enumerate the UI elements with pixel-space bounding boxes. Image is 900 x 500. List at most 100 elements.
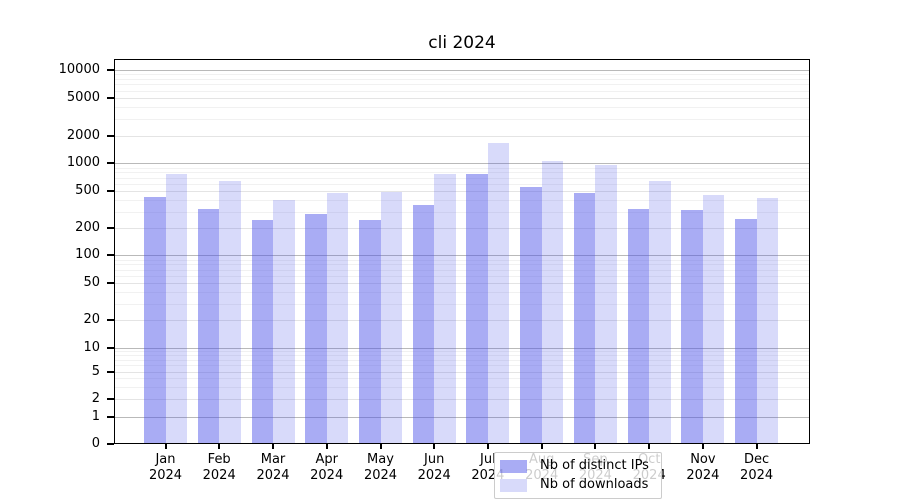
- bar-distinct-ips-apr-2024[interactable]: [305, 213, 327, 444]
- y-tick-mark-1: [107, 415, 114, 418]
- gridline-10000: [114, 70, 810, 71]
- legend-swatch-downloads: [500, 478, 527, 492]
- chart-title: cli 2024: [428, 33, 496, 53]
- y-tick-label-20: 20: [83, 312, 100, 328]
- x-tick-label-line: 2024: [417, 468, 451, 483]
- bar-downloads-apr-2024[interactable]: [326, 192, 349, 444]
- gridline-minor-30: [114, 303, 810, 305]
- gridline-minor-800: [114, 172, 810, 174]
- gridline-minor-3000: [114, 119, 810, 120]
- x-tick-label-line: 2024: [148, 468, 183, 483]
- y-tick-label-5: 5: [91, 363, 100, 379]
- gridline-2000: [114, 135, 810, 137]
- x-tick-label-line: Mar: [260, 452, 286, 467]
- bar-distinct-ips-nov-2024[interactable]: [681, 210, 703, 444]
- y-tick-mark-10000: [107, 69, 114, 71]
- gridline-2: [114, 399, 810, 401]
- gridline-10: [114, 347, 810, 349]
- x-tick-label-dec-2024: Dec 2024: [725, 452, 789, 484]
- gridline-minor-6000: [114, 90, 810, 92]
- y-tick-label-10: 10: [83, 339, 100, 355]
- gridline-minor-8: [114, 355, 810, 357]
- bar-distinct-ips-oct-2024[interactable]: [627, 208, 650, 444]
- bar-downloads-jun-2024[interactable]: [434, 174, 456, 444]
- x-tick-label-line: Dec: [744, 452, 770, 467]
- bar-distinct-ips-feb-2024[interactable]: [197, 208, 220, 444]
- y-tick-label-2: 2: [91, 391, 100, 407]
- x-tick-mark-mar-2024: [272, 444, 274, 449]
- x-tick-label-line: 2024: [256, 468, 290, 483]
- bar-downloads-jan-2024[interactable]: [165, 173, 187, 444]
- x-tick-label-line: Jan: [155, 452, 176, 467]
- bar-distinct-ips-sep-2024[interactable]: [573, 192, 596, 444]
- bar-downloads-aug-2024[interactable]: [541, 161, 564, 444]
- x-tick-mark-sep-2024: [594, 444, 597, 449]
- x-tick-label-line: 2024: [363, 468, 398, 483]
- bar-downloads-nov-2024[interactable]: [702, 194, 725, 444]
- bar-distinct-ips-dec-2024[interactable]: [735, 218, 757, 444]
- bar-downloads-may-2024[interactable]: [380, 191, 402, 444]
- gridline-100: [114, 255, 810, 257]
- y-tick-mark-20: [107, 319, 114, 322]
- gridline-minor-6: [114, 365, 810, 367]
- gridline-minor-40: [114, 292, 810, 294]
- bar-distinct-ips-aug-2024[interactable]: [520, 187, 542, 444]
- y-tick-label-1000: 1000: [66, 155, 100, 171]
- bar-distinct-ips-may-2024[interactable]: [359, 220, 381, 444]
- x-tick-mark-jan-2024: [164, 444, 167, 449]
- y-tick-label-500: 500: [75, 183, 100, 199]
- y-tick-label-1: 1: [91, 408, 100, 424]
- x-tick-label-line: May: [367, 452, 394, 467]
- legend-item-downloads[interactable]: Nb of downloads: [500, 477, 649, 493]
- gridline-minor-70: [114, 269, 810, 271]
- gridline-minor-4000: [114, 107, 810, 109]
- y-tick-label-10000: 10000: [58, 62, 100, 77]
- bar-downloads-sep-2024[interactable]: [595, 164, 617, 444]
- gridline-minor-400: [114, 200, 810, 202]
- legend-label-downloads: Nb of downloads: [540, 477, 649, 492]
- gridline-minor-700: [114, 177, 810, 179]
- y-tick-label-100: 100: [75, 247, 100, 263]
- bar-distinct-ips-jan-2024[interactable]: [144, 196, 166, 444]
- x-tick-mark-nov-2024: [701, 444, 704, 449]
- legend-label-distinct-ips: Nb of distinct IPs: [540, 458, 649, 473]
- gridline-minor-80: [114, 264, 810, 266]
- x-tick-label-mar-2024: Mar 2024: [241, 452, 305, 484]
- x-tick-label-jan-2024: Jan 2024: [134, 452, 198, 484]
- gridline-minor-4: [114, 378, 810, 380]
- bar-distinct-ips-jun-2024[interactable]: [412, 204, 435, 444]
- gridline-500: [114, 191, 810, 193]
- y-tick-mark-200: [107, 226, 114, 229]
- bar-downloads-mar-2024[interactable]: [273, 200, 295, 444]
- bar-downloads-jul-2024[interactable]: [487, 143, 510, 444]
- y-tick-label-5000: 5000: [66, 90, 100, 105]
- x-tick-mark-jul-2024: [486, 444, 489, 449]
- x-tick-label-line: Apr: [315, 452, 338, 467]
- gridline-5: [114, 371, 810, 373]
- gridline-minor-9000: [114, 74, 810, 76]
- gridline-minor-600: [114, 183, 810, 185]
- y-tick-mark-100: [107, 254, 114, 257]
- y-tick-mark-5000: [107, 97, 114, 99]
- bar-downloads-feb-2024[interactable]: [219, 181, 241, 444]
- x-tick-label-feb-2024: Feb 2024: [187, 452, 251, 484]
- x-tick-mark-apr-2024: [325, 444, 328, 449]
- bar-distinct-ips-mar-2024[interactable]: [251, 220, 273, 444]
- y-tick-mark-2000: [107, 134, 114, 137]
- y-tick-label-0: 0: [91, 436, 100, 451]
- gridline-minor-90: [114, 259, 810, 261]
- y-tick-label-200: 200: [75, 219, 100, 235]
- bar-distinct-ips-jul-2024[interactable]: [466, 174, 488, 444]
- x-tick-label-apr-2024: Apr 2024: [295, 452, 359, 484]
- x-tick-label-may-2024: May 2024: [349, 452, 413, 484]
- y-tick-mark-500: [107, 190, 114, 193]
- bar-downloads-dec-2024[interactable]: [756, 198, 779, 444]
- x-tick-label-line: Jun: [424, 452, 445, 467]
- x-tick-label-line: Nov: [690, 452, 716, 467]
- x-tick-mark-aug-2024: [540, 444, 543, 449]
- legend-swatch-distinct-ips: [500, 459, 527, 473]
- x-tick-label-line: 2024: [740, 468, 774, 483]
- legend-item-distinct-ips[interactable]: Nb of distinct IPs: [500, 458, 649, 474]
- bar-downloads-oct-2024[interactable]: [649, 180, 671, 444]
